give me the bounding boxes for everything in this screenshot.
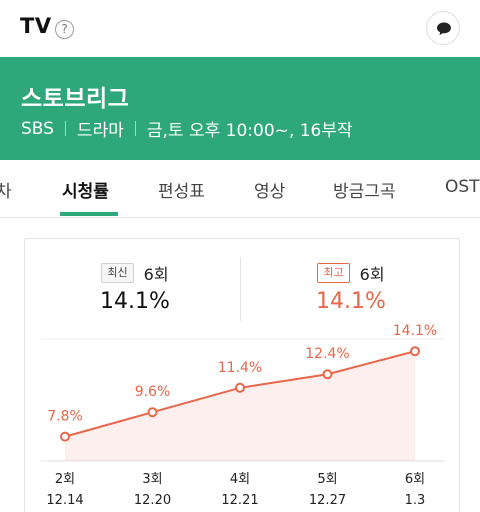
program-header: 스토브리그 SBS 드라마 금,토 오후 10:00~, 16부작 — [0, 57, 480, 160]
chart-point — [235, 382, 245, 393]
best-episode: 6회 — [359, 265, 385, 284]
meta-divider — [134, 121, 136, 136]
chart-category-label: 4회 — [230, 472, 250, 487]
meta-divider — [64, 121, 66, 136]
latest-value: 14.1% — [100, 289, 170, 314]
latest-rating: 최신 6회 14.1% — [30, 239, 240, 339]
chart-date-label: 12.27 — [309, 493, 346, 508]
chart-value-label: 7.8% — [47, 409, 83, 425]
chart-category-label: 2회 — [55, 472, 75, 487]
chart-category-label: 6회 — [405, 472, 425, 487]
active-tab-indicator — [60, 212, 118, 216]
program-title: 스토브리그 — [21, 86, 130, 112]
tab-ratings[interactable]: 시청률 — [62, 182, 109, 202]
tab-ost[interactable]: OST — [445, 177, 480, 197]
schedule-label: 금,토 오후 10:00~, 16부작 — [146, 121, 353, 141]
chart-date-label: 1.3 — [405, 493, 426, 508]
chart-point — [410, 346, 420, 357]
help-icon[interactable]: ? — [55, 20, 74, 39]
ratings-card: 최신 6회 14.1% 최고 6회 14.1% 7.8% 2회 12.14 9.6% 3… — [24, 238, 460, 512]
latest-episode: 6회 — [143, 265, 169, 284]
stat-divider — [240, 257, 241, 321]
latest-badge: 최신 — [101, 263, 134, 283]
program-meta: SBS 드라마 금,토 오후 10:00~, 16부작 — [21, 116, 353, 142]
page-title: TV — [20, 14, 52, 38]
best-value: 14.1% — [316, 289, 386, 314]
tab-previous[interactable]: 차 — [0, 177, 12, 202]
tab-bar: 차 시청률 편성표 영상 방금그곡 OST — [0, 160, 480, 218]
top-bar: TV ? — [0, 0, 480, 57]
chat-button[interactable] — [426, 11, 460, 45]
best-rating: 최고 6회 14.1% — [246, 239, 456, 339]
tab-music[interactable]: 방금그곡 — [333, 182, 396, 202]
chart-value-label: 9.6% — [135, 384, 171, 400]
genre-label: 드라마 — [76, 121, 124, 141]
ratings-chart: 7.8% 2회 12.14 9.6% 3회 12.20 11.4% 4회 12.21 12.4% 5… — [41, 323, 445, 508]
chart-value-label: 11.4% — [218, 360, 262, 376]
network-label: SBS — [21, 118, 54, 139]
chart-point — [147, 407, 158, 418]
best-badge: 최고 — [317, 263, 350, 283]
chart-point — [60, 431, 70, 442]
chart-date-label: 12.20 — [134, 493, 171, 508]
chart-date-label: 12.21 — [221, 493, 258, 508]
chart-point — [322, 369, 333, 380]
tab-video[interactable]: 영상 — [254, 182, 286, 202]
chart-date-label: 12.14 — [46, 493, 83, 508]
chart-category-label: 5회 — [317, 472, 337, 487]
chart-value-label: 14.1% — [393, 323, 437, 339]
chart-category-label: 3회 — [142, 472, 162, 487]
chart-value-label: 12.4% — [305, 346, 349, 362]
tab-schedule[interactable]: 편성표 — [158, 182, 205, 202]
speech-bubble-icon — [437, 22, 451, 36]
